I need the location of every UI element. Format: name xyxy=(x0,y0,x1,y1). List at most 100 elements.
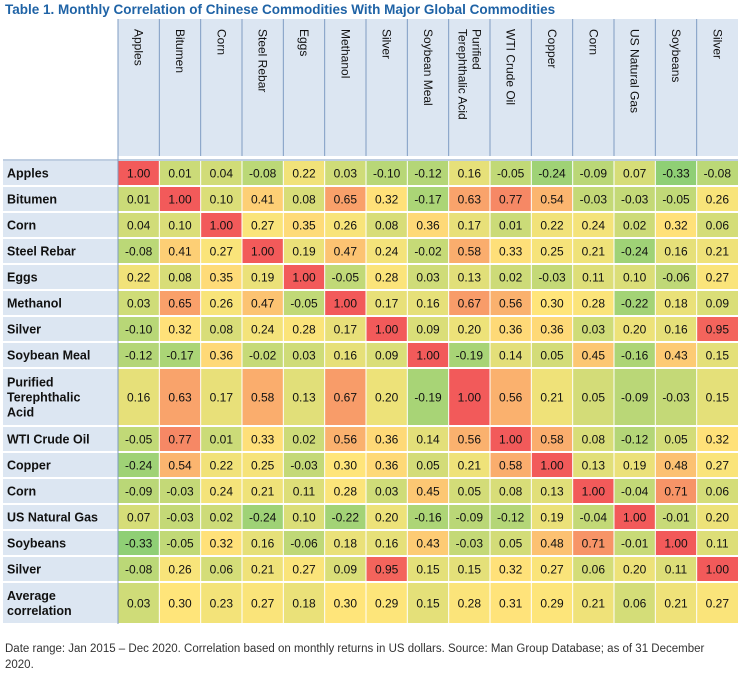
heatmap-cell xyxy=(572,342,614,368)
cell-value: -0.03 xyxy=(456,537,484,551)
heatmap-cell xyxy=(324,530,366,556)
heatmap-cell xyxy=(531,368,573,426)
cell-value: 0.71 xyxy=(664,485,688,499)
cell-value: 0.95 xyxy=(375,563,399,577)
row-header: US Natural Gas xyxy=(7,511,98,525)
heatmap-cell xyxy=(200,238,242,264)
cell-value: 0.16 xyxy=(664,323,688,337)
cell-value: 0.56 xyxy=(458,433,482,447)
cell-value: 0.09 xyxy=(706,297,730,311)
heatmap-cell xyxy=(283,368,325,426)
heatmap-cell xyxy=(407,478,449,504)
heatmap-cell xyxy=(324,238,366,264)
cell-value: -0.03 xyxy=(621,193,649,207)
cell-value: 1.00 xyxy=(623,511,647,525)
cell-value: -0.09 xyxy=(456,511,484,525)
heatmap-cell xyxy=(118,556,160,582)
heatmap-cell xyxy=(366,316,408,342)
cell-value: -0.10 xyxy=(373,167,401,181)
heatmap-cell xyxy=(200,426,242,452)
cell-value: 0.10 xyxy=(292,511,316,525)
heatmap-cell xyxy=(696,212,738,238)
heatmap-cell xyxy=(366,556,408,582)
cell-value: 0.43 xyxy=(416,537,440,551)
cell-value: -0.03 xyxy=(166,511,194,525)
heatmap-cell xyxy=(118,426,160,452)
heatmap-cell xyxy=(614,238,656,264)
cell-value: -0.09 xyxy=(125,485,153,499)
cell-value: 1.00 xyxy=(499,433,523,447)
heatmap-cell xyxy=(283,186,325,212)
heatmap-cell xyxy=(407,556,449,582)
cell-value: 0.58 xyxy=(251,391,275,405)
cell-value: 0.13 xyxy=(540,485,564,499)
heatmap-cell xyxy=(614,264,656,290)
cell-value: 0.45 xyxy=(582,349,606,363)
heatmap-cell xyxy=(572,368,614,426)
heatmap-cell xyxy=(200,556,242,582)
cell-value: 0.16 xyxy=(127,391,151,405)
heatmap-cell xyxy=(572,504,614,530)
cell-value: -0.33 xyxy=(125,537,153,551)
cell-value: 0.20 xyxy=(623,563,647,577)
heatmap-cell xyxy=(407,342,449,368)
heatmap-cell xyxy=(200,212,242,238)
heatmap-cell xyxy=(366,264,408,290)
cell-value: -0.02 xyxy=(249,349,277,363)
heatmap-cell xyxy=(200,290,242,316)
heatmap-cell xyxy=(655,238,697,264)
heatmap-cell xyxy=(572,290,614,316)
column-header: Apples xyxy=(132,29,146,66)
cell-value: 0.26 xyxy=(168,563,192,577)
heatmap-cell xyxy=(655,426,697,452)
heatmap-cell xyxy=(407,186,449,212)
cell-value: -0.03 xyxy=(662,391,690,405)
heatmap-cell xyxy=(448,556,490,582)
heatmap-cell xyxy=(118,582,160,624)
heatmap-cell xyxy=(614,452,656,478)
cell-value: 0.10 xyxy=(168,219,192,233)
heatmap-cell xyxy=(655,212,697,238)
cell-value: 0.21 xyxy=(251,485,275,499)
cell-value: 0.19 xyxy=(292,245,316,259)
heatmap-cell xyxy=(200,342,242,368)
cell-value: 0.18 xyxy=(664,297,688,311)
cell-value: -0.24 xyxy=(249,511,277,525)
cell-value: 0.56 xyxy=(499,297,523,311)
heatmap-cell xyxy=(448,238,490,264)
cell-value: 0.25 xyxy=(540,245,564,259)
heatmap-cell xyxy=(159,160,201,186)
heatmap-cell xyxy=(118,342,160,368)
heatmap-cell xyxy=(531,478,573,504)
cell-value: 0.29 xyxy=(375,597,399,611)
cell-value: 0.54 xyxy=(168,459,192,473)
cell-value: 0.05 xyxy=(499,537,523,551)
heatmap-cell xyxy=(366,426,408,452)
heatmap-cell xyxy=(531,426,573,452)
cell-value: 0.45 xyxy=(416,485,440,499)
cell-value: 0.63 xyxy=(458,193,482,207)
cell-value: 0.22 xyxy=(292,167,316,181)
heatmap-cell xyxy=(200,582,242,624)
heatmap-cell xyxy=(572,478,614,504)
heatmap-cell xyxy=(242,186,284,212)
cell-value: -0.04 xyxy=(580,511,608,525)
heatmap-cell xyxy=(324,452,366,478)
cell-value: 0.16 xyxy=(664,245,688,259)
cell-value: 0.36 xyxy=(540,323,564,337)
heatmap-cell xyxy=(159,368,201,426)
cell-value: 1.00 xyxy=(664,537,688,551)
heatmap-cell xyxy=(490,238,532,264)
cell-value: 0.13 xyxy=(582,459,606,473)
heatmap-cell xyxy=(242,478,284,504)
column-header: Soybeans xyxy=(669,29,683,82)
heatmap-cell xyxy=(572,186,614,212)
cell-value: 0.14 xyxy=(416,433,440,447)
heatmap-cell xyxy=(655,478,697,504)
column-header: Methanol xyxy=(338,29,352,78)
heatmap-cell xyxy=(572,426,614,452)
heatmap-cell xyxy=(614,290,656,316)
cell-value: -0.03 xyxy=(166,485,194,499)
cell-value: 0.63 xyxy=(168,391,192,405)
column-header: PurifiedTerephthalic Acid xyxy=(455,29,483,120)
